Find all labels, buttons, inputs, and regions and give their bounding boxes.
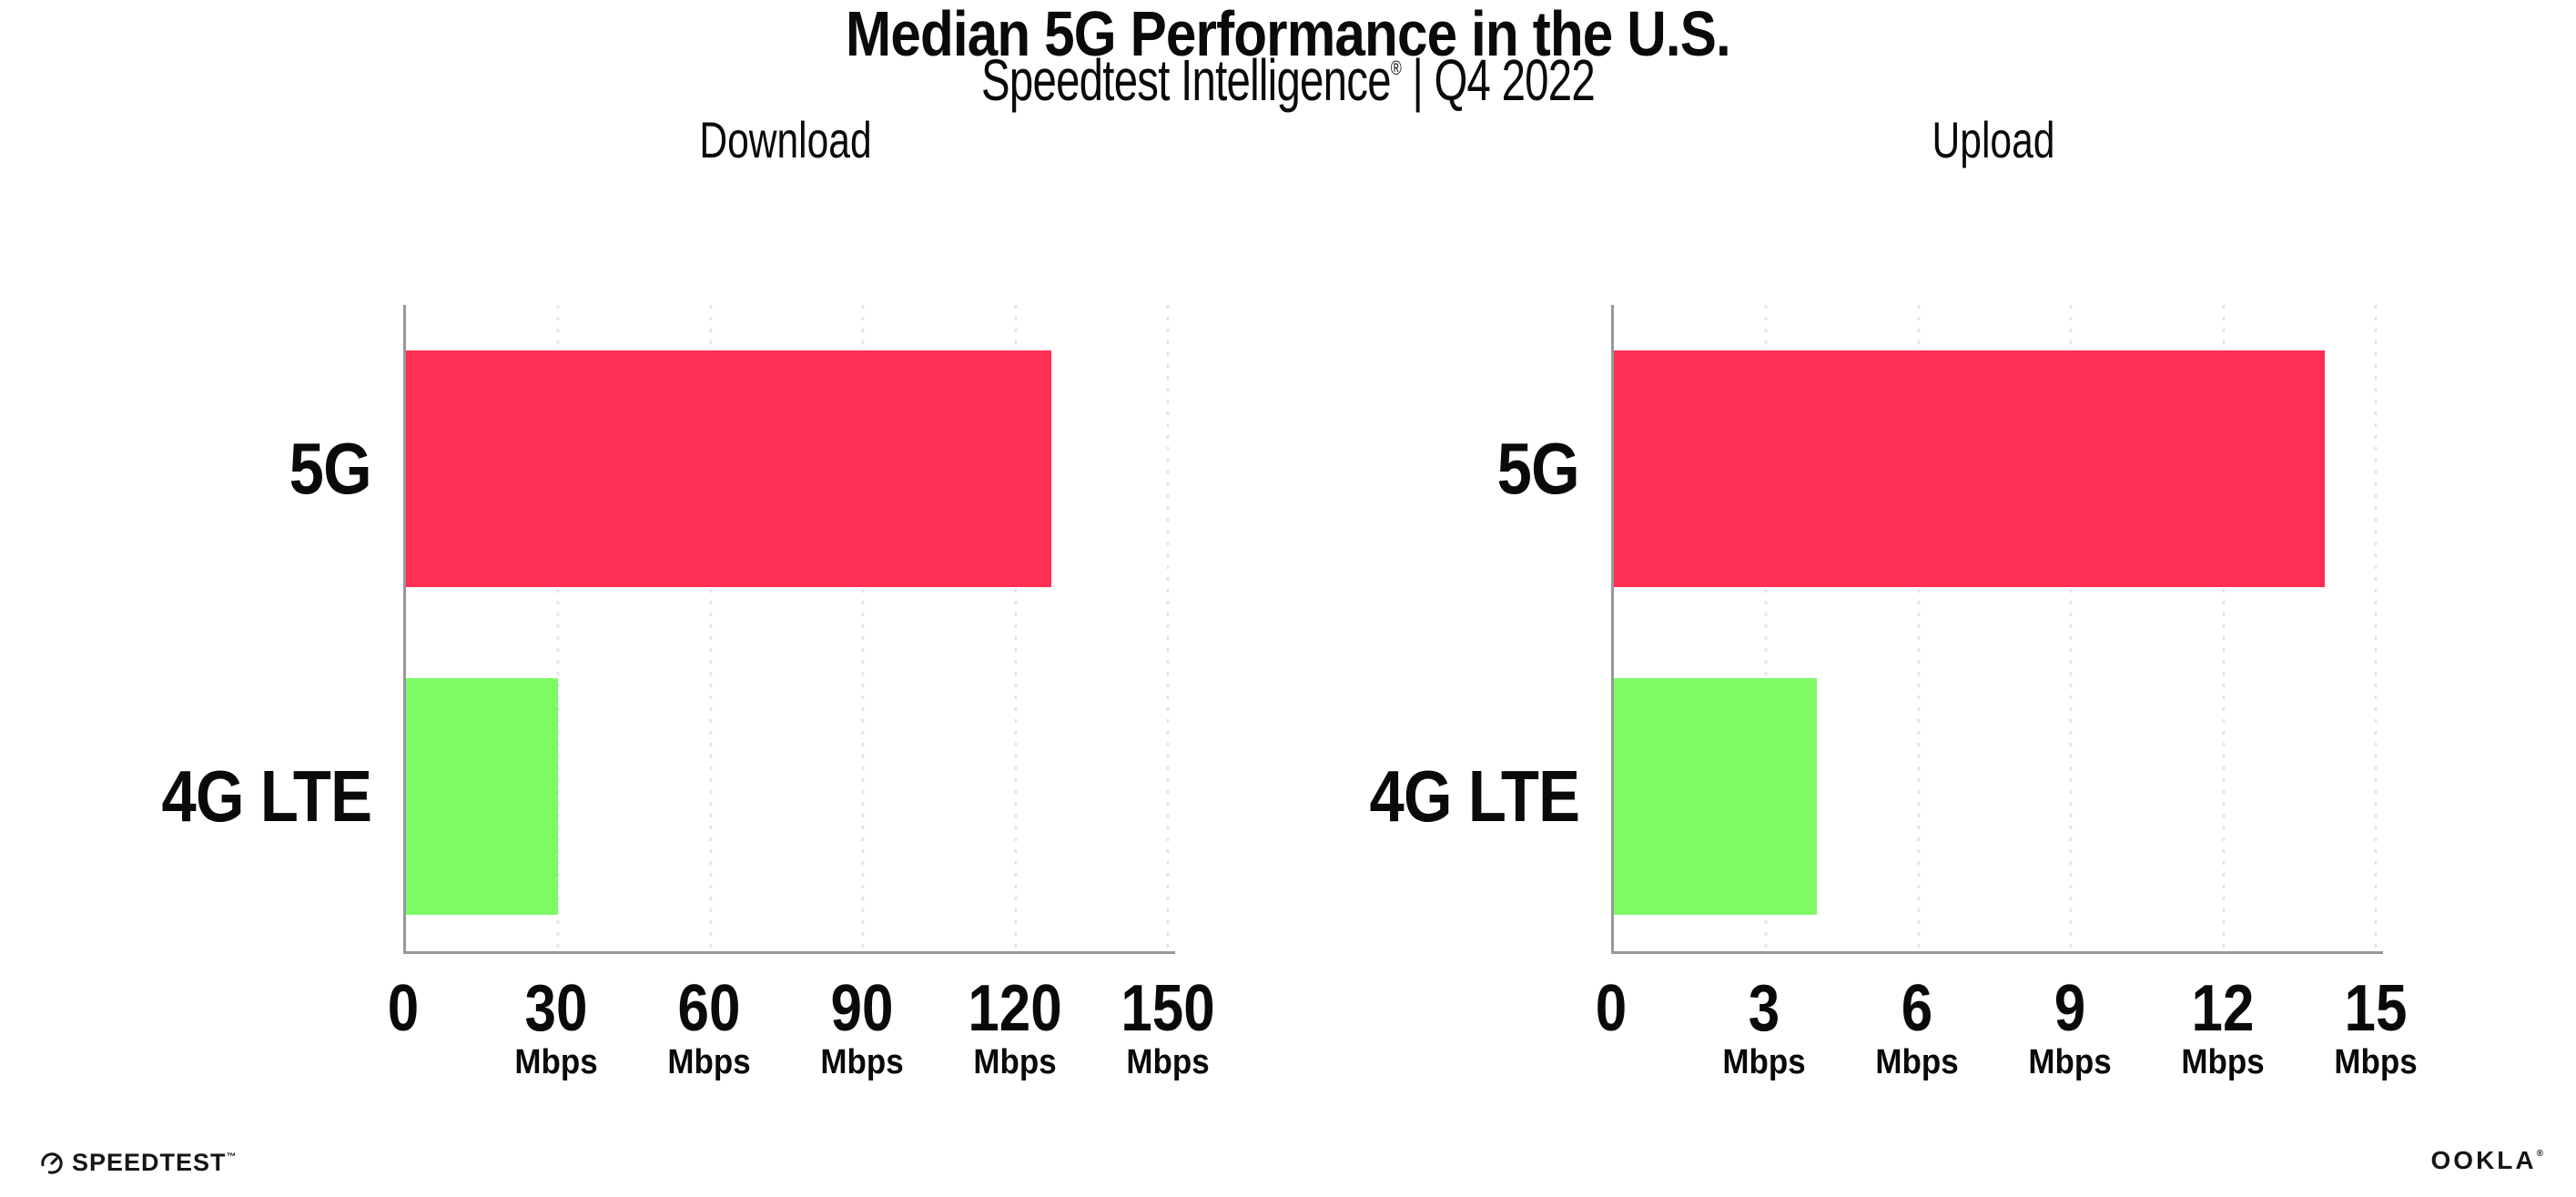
bar-4g-lte-upload bbox=[1614, 678, 1818, 915]
speedtest-logo: SPEEDTEST™ bbox=[40, 1151, 237, 1175]
gridline-120 bbox=[1014, 305, 1018, 951]
gridline-150 bbox=[1166, 305, 1170, 951]
registered-mark: ® bbox=[2536, 1149, 2543, 1159]
page-title: Median 5G Performance in the U.S. bbox=[846, 0, 1731, 69]
bar-5g-upload bbox=[1614, 350, 2326, 587]
ookla-logo: OOKLA® bbox=[2431, 1148, 2543, 1173]
upload-chart: Upload 5G 4G LTE 0 3 Mbps 6 Mbps 9 Mbps … bbox=[1369, 0, 2418, 1111]
ookla-wordmark: OOKLA bbox=[2430, 1146, 2537, 1174]
upload-plot-area: 5G 4G LTE bbox=[1369, 305, 2383, 954]
download-chart-title: Download bbox=[699, 111, 872, 168]
gridline-60 bbox=[709, 305, 713, 951]
category-label-4g-lte: 4G LTE bbox=[1369, 756, 1579, 837]
registered-mark: ® bbox=[1390, 56, 1402, 79]
category-label-5g: 5G bbox=[1496, 428, 1580, 509]
category-label-4g-lte: 4G LTE bbox=[161, 756, 371, 837]
gridline-6 bbox=[1917, 305, 1921, 951]
gridline-90 bbox=[861, 305, 865, 951]
download-chart: Download 5G 4G LTE 0 30 Mbps 60 Mbps 90 … bbox=[161, 0, 1215, 1111]
speedtest-wordmark: SPEEDTEST™ bbox=[72, 1149, 237, 1176]
gridline-30 bbox=[556, 305, 560, 951]
bar-4g-lte-download bbox=[406, 678, 559, 915]
gridline-15 bbox=[2374, 305, 2378, 951]
page-subtitle: Speedtest Intelligence® | Q4 2022 bbox=[335, 51, 2241, 109]
bar-5g-download bbox=[406, 350, 1051, 587]
download-plot-area: 5G 4G LTE bbox=[161, 305, 1175, 954]
upload-chart-title: Upload bbox=[1932, 111, 2055, 168]
category-label-5g: 5G bbox=[289, 428, 372, 509]
trademark-mark: ™ bbox=[226, 1151, 237, 1162]
subtitle-brand: Speedtest Intelligence bbox=[981, 47, 1391, 113]
gridline-9 bbox=[2069, 305, 2073, 951]
gridline-3 bbox=[1764, 305, 1768, 951]
download-x-axis: 0 30 Mbps 60 Mbps 90 Mbps 120 Mbps 150 M… bbox=[387, 972, 1215, 1081]
gridline-12 bbox=[2222, 305, 2226, 951]
subtitle-period: | Q4 2022 bbox=[1401, 47, 1595, 113]
speedtest-gauge-icon bbox=[41, 1151, 63, 1174]
upload-x-axis: 0 3 Mbps 6 Mbps 9 Mbps 12 Mbps 15 Mbps bbox=[1595, 972, 2418, 1081]
